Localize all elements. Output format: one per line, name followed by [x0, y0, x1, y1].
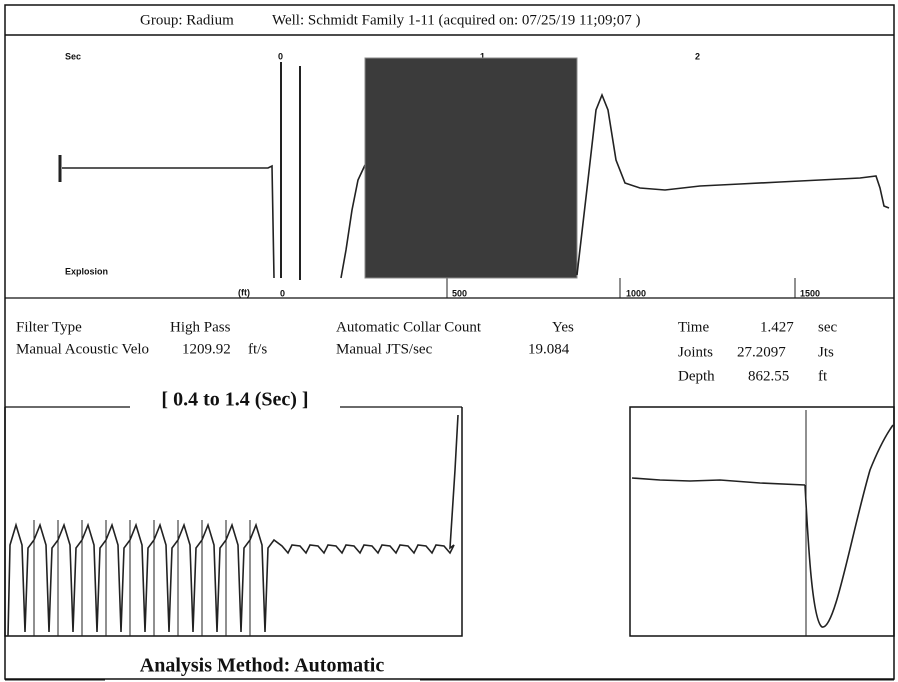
footer: Analysis Method: Automatic [140, 655, 385, 677]
param-unit: sec [818, 319, 837, 335]
window-frame [4, 407, 463, 637]
param-label: Manual JTS/sec [336, 341, 433, 357]
param-value: 19.084 [528, 341, 570, 357]
time-tick: 1 [480, 51, 485, 61]
trace-left [62, 164, 275, 279]
param-label: Manual Acoustic Velo [16, 341, 149, 357]
trace-rise [340, 164, 366, 279]
param-value: 1.427 [760, 319, 794, 335]
zoom-trace [804, 424, 894, 628]
ft-label: (ft) [238, 287, 250, 297]
param-value: 1209.92 [182, 341, 231, 357]
time-tick: 0 [278, 51, 283, 61]
sec-label: Sec [65, 51, 81, 61]
window-label: [ 0.4 to 1.4 (Sec) ] [161, 389, 308, 411]
explosion-label: Explosion [65, 266, 108, 276]
param-unit: Jts [818, 344, 834, 360]
zoom-trace [631, 477, 806, 486]
depth-tick: 1500 [800, 288, 820, 298]
depth-tick: 1000 [626, 288, 646, 298]
dark-overlay [364, 57, 578, 279]
trace-right [576, 92, 890, 276]
param-label: Joints [678, 344, 713, 360]
param-unit: ft/s [248, 341, 267, 357]
group: Group: Radium [140, 12, 234, 28]
param-value: High Pass [170, 319, 231, 335]
param-unit: ft [818, 368, 828, 384]
param-value: 862.55 [748, 368, 789, 384]
param-value: 27.2097 [737, 344, 786, 360]
param-label: Time [678, 319, 709, 335]
param-value: Yes [552, 319, 574, 335]
depth-tick: 500 [452, 288, 467, 298]
window-trace [7, 414, 459, 637]
param-label: Automatic Collar Count [336, 319, 482, 335]
well: Well: Schmidt Family 1-11 (acquired on: … [272, 12, 640, 28]
time-tick: 2 [695, 51, 700, 61]
param-label: Filter Type [16, 319, 82, 335]
param-label: Depth [678, 368, 715, 384]
depth-tick: 0 [280, 288, 285, 298]
zoom-frame [629, 406, 895, 637]
outer-border [4, 4, 895, 680]
